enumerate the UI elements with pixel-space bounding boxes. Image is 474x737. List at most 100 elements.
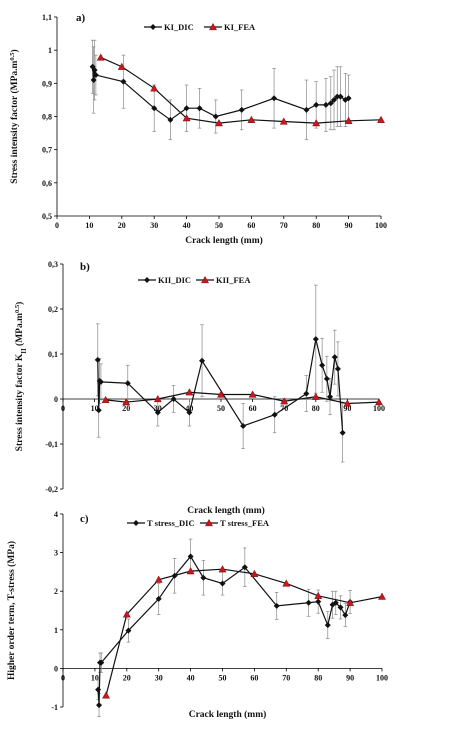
legend-entry: T stress_DIC: [127, 518, 195, 528]
data-point: [314, 591, 323, 599]
data-point: [312, 119, 321, 127]
x-tick-label: 30: [155, 673, 163, 682]
data-point: [155, 595, 162, 602]
data-point: [124, 380, 131, 387]
y-axis-label: Higher order term, T-stress (MPa): [6, 541, 17, 680]
data-point: [271, 95, 278, 102]
x-tick-label: 100: [376, 673, 388, 682]
x-tick-label: 50: [217, 404, 225, 413]
y-tick-label: 1: [54, 626, 58, 635]
panel-label: c): [80, 513, 89, 525]
data-point: [345, 95, 352, 102]
x-tick-label: 40: [187, 673, 195, 682]
x-tick-label: 70: [282, 673, 290, 682]
data-point: [247, 115, 256, 123]
y-tick-label: -1: [51, 703, 58, 712]
series-T stress_DIC: [95, 538, 354, 718]
series-KII_FEA: [101, 388, 383, 407]
data-point: [315, 598, 322, 605]
data-point: [182, 114, 191, 122]
x-axis-label: Crack length (mm): [189, 709, 267, 720]
data-point: [122, 610, 131, 618]
y-tick-label: 1: [48, 46, 52, 55]
data-point: [337, 93, 344, 100]
x-axis-label: Crack length (mm): [187, 505, 265, 516]
x-tick-label: 60: [247, 221, 255, 230]
data-point: [250, 569, 259, 577]
data-point: [199, 357, 206, 364]
legend-entry: KII_DIC: [138, 275, 191, 285]
y-tick-label: 1,1: [42, 13, 52, 22]
data-point: [91, 67, 98, 74]
data-point: [120, 78, 127, 85]
data-point: [327, 100, 334, 107]
data-point: [334, 93, 341, 100]
x-tick-label: 100: [373, 404, 385, 413]
x-tick-label: 50: [219, 673, 227, 682]
x-tick-label: 20: [123, 673, 131, 682]
legend-marker: [144, 277, 150, 283]
data-point: [101, 395, 110, 403]
y-tick-label: 0,1: [48, 350, 58, 359]
data-point: [343, 399, 352, 407]
data-point: [248, 390, 257, 398]
y-tick-label: 0,6: [42, 179, 52, 188]
data-point: [96, 53, 105, 61]
legend-label: T stress_DIC: [147, 518, 195, 528]
y-axis-label: Stress intensity factor KII (MPa.m0.5): [14, 302, 29, 452]
data-point: [97, 378, 104, 385]
data-point: [238, 106, 245, 113]
x-tick-label: 40: [183, 221, 191, 230]
series-KII_DIC: [94, 284, 346, 463]
data-point: [95, 686, 102, 693]
data-point: [303, 106, 310, 113]
x-tick-label: 80: [314, 673, 322, 682]
y-tick-label: 2: [54, 587, 58, 596]
data-point: [187, 553, 194, 560]
x-tick-label: 80: [312, 221, 320, 230]
data-point: [153, 394, 162, 403]
data-point: [279, 117, 288, 125]
data-point: [332, 599, 339, 606]
x-tick-label: 20: [118, 221, 126, 230]
data-point: [185, 388, 194, 396]
data-point: [170, 396, 177, 402]
legend-marker: [150, 24, 156, 30]
x-tick-label: 60: [250, 673, 258, 682]
data-point: [273, 602, 280, 609]
series-KI_DIC: [89, 39, 352, 141]
data-point: [95, 407, 102, 414]
data-point: [312, 336, 319, 343]
x-tick-label: 0: [61, 404, 65, 413]
x-tick-label: 30: [150, 221, 158, 230]
y-tick-label: 0,5: [42, 212, 52, 221]
data-point: [337, 604, 344, 611]
data-point: [117, 62, 126, 70]
data-point: [346, 598, 355, 606]
panel-label: a): [76, 12, 86, 24]
x-tick-label: 20: [122, 404, 130, 413]
data-point: [271, 411, 278, 418]
x-axis-label: Crack length (mm): [185, 235, 263, 246]
data-point: [90, 77, 97, 84]
y-tick-label: 0,9: [42, 79, 52, 88]
legend-marker: [209, 22, 217, 31]
y-tick-label: -0,1: [45, 440, 58, 449]
y-tick-label: 0,3: [48, 260, 58, 269]
legend-label: KII_FEA: [216, 275, 251, 285]
y-tick-label: 4: [54, 510, 58, 519]
data-point: [322, 101, 329, 108]
data-point: [241, 564, 248, 571]
x-tick-label: 0: [61, 673, 65, 682]
data-point: [378, 592, 386, 600]
data-point: [280, 397, 289, 405]
data-point: [215, 119, 223, 127]
x-tick-label: 70: [280, 221, 288, 230]
data-point: [183, 105, 190, 112]
data-point: [92, 72, 99, 79]
data-point: [319, 362, 326, 369]
series-line: [92, 66, 349, 121]
series-KI_FEA: [96, 53, 385, 127]
